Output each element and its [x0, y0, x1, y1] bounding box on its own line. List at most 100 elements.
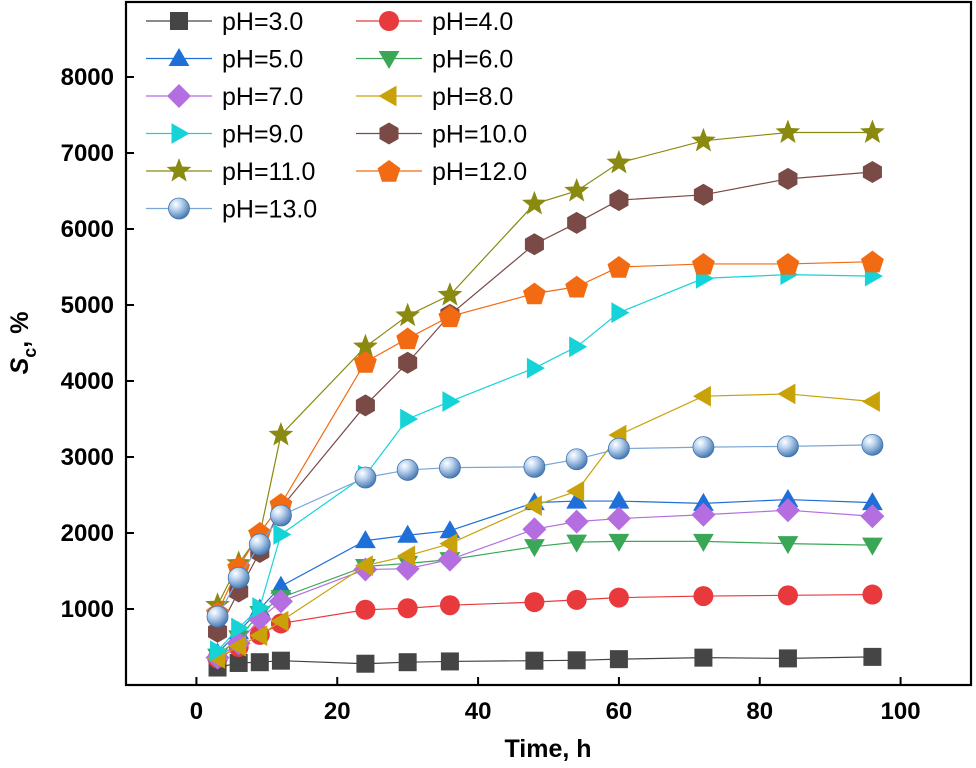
y-axis-title-main: S [6, 357, 34, 374]
data-point-ph-6-0 [524, 539, 545, 558]
data-point-ph-9-0 [569, 336, 588, 358]
legend-marker [170, 12, 188, 30]
data-point-ph-10-0 [609, 189, 629, 212]
legend-item-ph-9-0: pH=9.0 [146, 121, 303, 149]
data-point-ph-12-0 [565, 275, 589, 298]
data-point-ph-4-0 [693, 586, 714, 607]
x-tick-label: 100 [881, 698, 921, 725]
data-point-ph-9-0 [611, 302, 630, 323]
series-line-ph-7-0 [217, 509, 873, 659]
legend-item-ph-11-0: pH=11.0 [146, 158, 315, 186]
y-tick-label: 7000 [61, 140, 114, 167]
x-tick-label: 40 [465, 698, 492, 725]
data-point-ph-12-0 [776, 252, 800, 275]
series-line-ph-13-0 [217, 444, 873, 617]
data-point-ph-3-0 [440, 652, 459, 671]
legend-marker [379, 122, 399, 145]
legend-marker [378, 51, 400, 69]
x-tick-label: 20 [324, 698, 351, 725]
data-point-ph-10-0 [355, 394, 375, 417]
data-point-ph-4-0 [566, 589, 587, 610]
data-point-ph-13-0 [396, 459, 419, 481]
data-point-ph-13-0 [523, 455, 546, 478]
data-point-ph-3-0 [398, 653, 417, 672]
data-point-ph-4-0 [397, 598, 418, 619]
data-point-ph-11-0 [691, 127, 716, 152]
y-tick-label: 5000 [61, 292, 114, 319]
data-point-ph-12-0 [396, 327, 420, 350]
legend-marker [378, 85, 397, 107]
series-line-ph-8-0 [217, 393, 873, 659]
data-point-ph-5-0 [397, 524, 419, 543]
series-ph-8-0 [207, 383, 880, 669]
data-point-ph-3-0 [271, 651, 290, 670]
data-point-ph-12-0 [607, 256, 631, 278]
data-point-ph-7-0 [437, 547, 462, 572]
x-axis: 0 20 40 60 80 100 [190, 677, 921, 725]
legend-label: pH=7.0 [222, 83, 303, 111]
data-point-ph-5-0 [355, 530, 376, 549]
data-point-ph-13-0 [227, 566, 250, 589]
y-axis: 1000 2000 3000 4000 5000 6000 7000 8000 [61, 64, 134, 623]
data-point-ph-3-0 [694, 648, 713, 667]
legend-marker [168, 48, 190, 66]
data-point-ph-5-0 [608, 490, 630, 509]
legend-label: pH=12.0 [432, 158, 527, 186]
x-tick-label: 0 [190, 698, 203, 725]
data-point-ph-11-0 [353, 333, 378, 358]
data-point-ph-8-0 [354, 555, 373, 577]
data-point-ph-9-0 [273, 524, 292, 545]
data-point-ph-7-0 [775, 498, 800, 523]
series-line-ph-4-0 [217, 593, 873, 659]
data-point-ph-13-0 [354, 466, 377, 489]
series-line-ph-5-0 [217, 498, 873, 654]
legend-item-ph-13-0: pH=13.0 [146, 196, 317, 224]
data-point-ph-3-0 [609, 650, 628, 669]
data-point-ph-3-0 [356, 654, 375, 673]
series-ph-3-0 [208, 647, 882, 677]
data-point-ph-8-0 [692, 385, 711, 407]
data-point-ph-7-0 [691, 502, 716, 527]
data-point-ph-5-0 [862, 492, 883, 511]
y-tick-label: 2000 [61, 520, 114, 547]
data-point-ph-5-0 [566, 490, 588, 509]
data-point-ph-8-0 [249, 625, 268, 646]
data-point-ph-6-0 [862, 537, 883, 556]
legend-label: pH=13.0 [222, 196, 317, 224]
data-point-ph-8-0 [861, 391, 880, 412]
legend-item-ph-8-0: pH=8.0 [356, 83, 513, 111]
data-point-ph-13-0 [777, 435, 799, 458]
data-point-ph-7-0 [268, 589, 293, 614]
data-point-ph-11-0 [522, 190, 547, 215]
legend-label: pH=6.0 [432, 46, 513, 74]
data-point-ph-13-0 [692, 436, 715, 459]
legend-marker [379, 11, 399, 31]
data-point-ph-8-0 [439, 533, 458, 555]
y-tick-label: 8000 [61, 64, 114, 91]
data-point-ph-6-0 [693, 533, 714, 552]
legend-item-ph-10-0: pH=10.0 [356, 121, 527, 149]
series-ph-7-0 [205, 498, 885, 670]
legend-marker [166, 158, 192, 182]
data-point-ph-3-0 [250, 653, 269, 672]
series-ph-13-0 [206, 433, 884, 628]
data-point-ph-10-0 [778, 167, 798, 190]
data-point-ph-12-0 [523, 282, 546, 305]
data-point-ph-7-0 [247, 606, 272, 631]
data-point-ph-9-0 [442, 391, 461, 412]
y-axis-title: Sc, % [6, 312, 40, 375]
x-axis-title: Time, h [504, 735, 591, 763]
legend: pH=3.0 pH=4.0 pH=5.0 pH=6.0 pH=7.0 pH=8.0 pH=9… [146, 8, 527, 224]
data-point-ph-5-0 [693, 492, 714, 511]
data-point-ph-4-0 [524, 592, 545, 613]
legend-item-ph-4-0: pH=4.0 [356, 8, 513, 36]
series-layer [205, 119, 885, 677]
y-axis-title-sub: c [20, 348, 40, 358]
data-point-ph-7-0 [606, 506, 631, 531]
data-point-ph-13-0 [439, 456, 461, 479]
legend-label: pH=11.0 [222, 158, 315, 186]
data-point-ph-12-0 [354, 351, 377, 373]
data-point-ph-8-0 [566, 480, 585, 502]
data-point-ph-11-0 [775, 119, 801, 143]
